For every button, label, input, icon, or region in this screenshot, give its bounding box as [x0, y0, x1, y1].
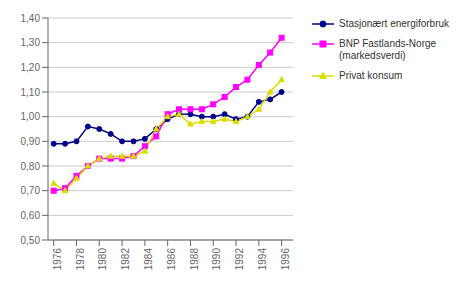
svg-text:1980: 1980 [97, 248, 108, 271]
svg-text:0,50: 0,50 [21, 235, 41, 246]
svg-text:1994: 1994 [257, 248, 268, 271]
svg-text:1978: 1978 [75, 248, 86, 271]
svg-text:0,90: 0,90 [21, 136, 41, 147]
svg-text:1984: 1984 [143, 248, 154, 271]
svg-text:1,30: 1,30 [21, 37, 41, 48]
svg-text:1,10: 1,10 [21, 87, 41, 98]
svg-text:0,60: 0,60 [21, 210, 41, 221]
html-text:Stasjonært energiforbruk: Stasjonært energiforbruk [339, 18, 450, 29]
svg-text:1,00: 1,00 [21, 111, 41, 122]
svg-text:1992: 1992 [234, 248, 245, 271]
svg-text:0,80: 0,80 [21, 161, 41, 172]
svg-text:1996: 1996 [280, 248, 291, 271]
html-text:BNP Fastlands-Norge: BNP Fastlands-Norge [339, 38, 437, 49]
html-text:(markedsverdi): (markedsverdi) [339, 50, 406, 61]
html-text:Privat konsum: Privat konsum [339, 70, 403, 81]
svg-text:1,20: 1,20 [21, 62, 41, 73]
svg-text:1,40: 1,40 [21, 13, 41, 24]
svg-text:0,70: 0,70 [21, 185, 41, 196]
svg-text:1976: 1976 [52, 248, 63, 271]
svg-text:1988: 1988 [189, 248, 200, 271]
svg-text:1986: 1986 [166, 248, 177, 271]
svg-text:1990: 1990 [211, 248, 222, 271]
svg-text:1982: 1982 [120, 248, 131, 271]
